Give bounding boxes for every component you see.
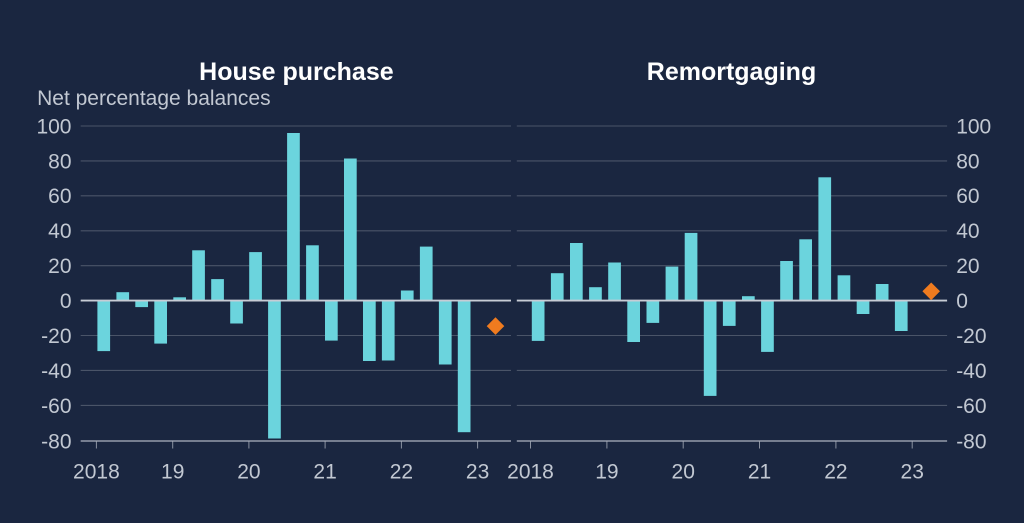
svg-text:23: 23	[466, 460, 489, 483]
svg-text:20: 20	[48, 255, 71, 278]
svg-text:-60: -60	[956, 395, 986, 418]
svg-text:100: 100	[956, 115, 991, 138]
svg-text:-40: -40	[956, 360, 986, 383]
svg-text:19: 19	[595, 460, 618, 483]
svg-text:-80: -80	[956, 430, 986, 453]
svg-text:0: 0	[956, 290, 968, 313]
svg-text:22: 22	[824, 460, 847, 483]
svg-text:40: 40	[956, 220, 979, 243]
svg-text:20: 20	[956, 255, 979, 278]
svg-text:60: 60	[48, 185, 71, 208]
svg-text:0: 0	[60, 290, 72, 313]
svg-text:21: 21	[313, 460, 336, 483]
svg-text:-80: -80	[41, 430, 71, 453]
svg-text:2018: 2018	[507, 460, 554, 483]
svg-text:22: 22	[390, 460, 413, 483]
svg-text:2018: 2018	[73, 460, 120, 483]
svg-text:20: 20	[237, 460, 260, 483]
svg-text:Net percentage balances: Net percentage balances	[37, 87, 271, 110]
svg-text:80: 80	[956, 150, 979, 173]
svg-text:20: 20	[672, 460, 695, 483]
svg-text:40: 40	[48, 220, 71, 243]
svg-text:21: 21	[748, 460, 771, 483]
svg-text:60: 60	[956, 185, 979, 208]
svg-text:-20: -20	[41, 325, 71, 348]
svg-text:House purchase: House purchase	[199, 58, 394, 86]
svg-text:-20: -20	[956, 325, 986, 348]
svg-text:-40: -40	[41, 360, 71, 383]
svg-text:19: 19	[161, 460, 184, 483]
svg-text:23: 23	[901, 460, 924, 483]
svg-text:80: 80	[48, 150, 71, 173]
svg-text:Remortgaging: Remortgaging	[647, 58, 816, 86]
svg-text:100: 100	[36, 115, 71, 138]
svg-text:-60: -60	[41, 395, 71, 418]
